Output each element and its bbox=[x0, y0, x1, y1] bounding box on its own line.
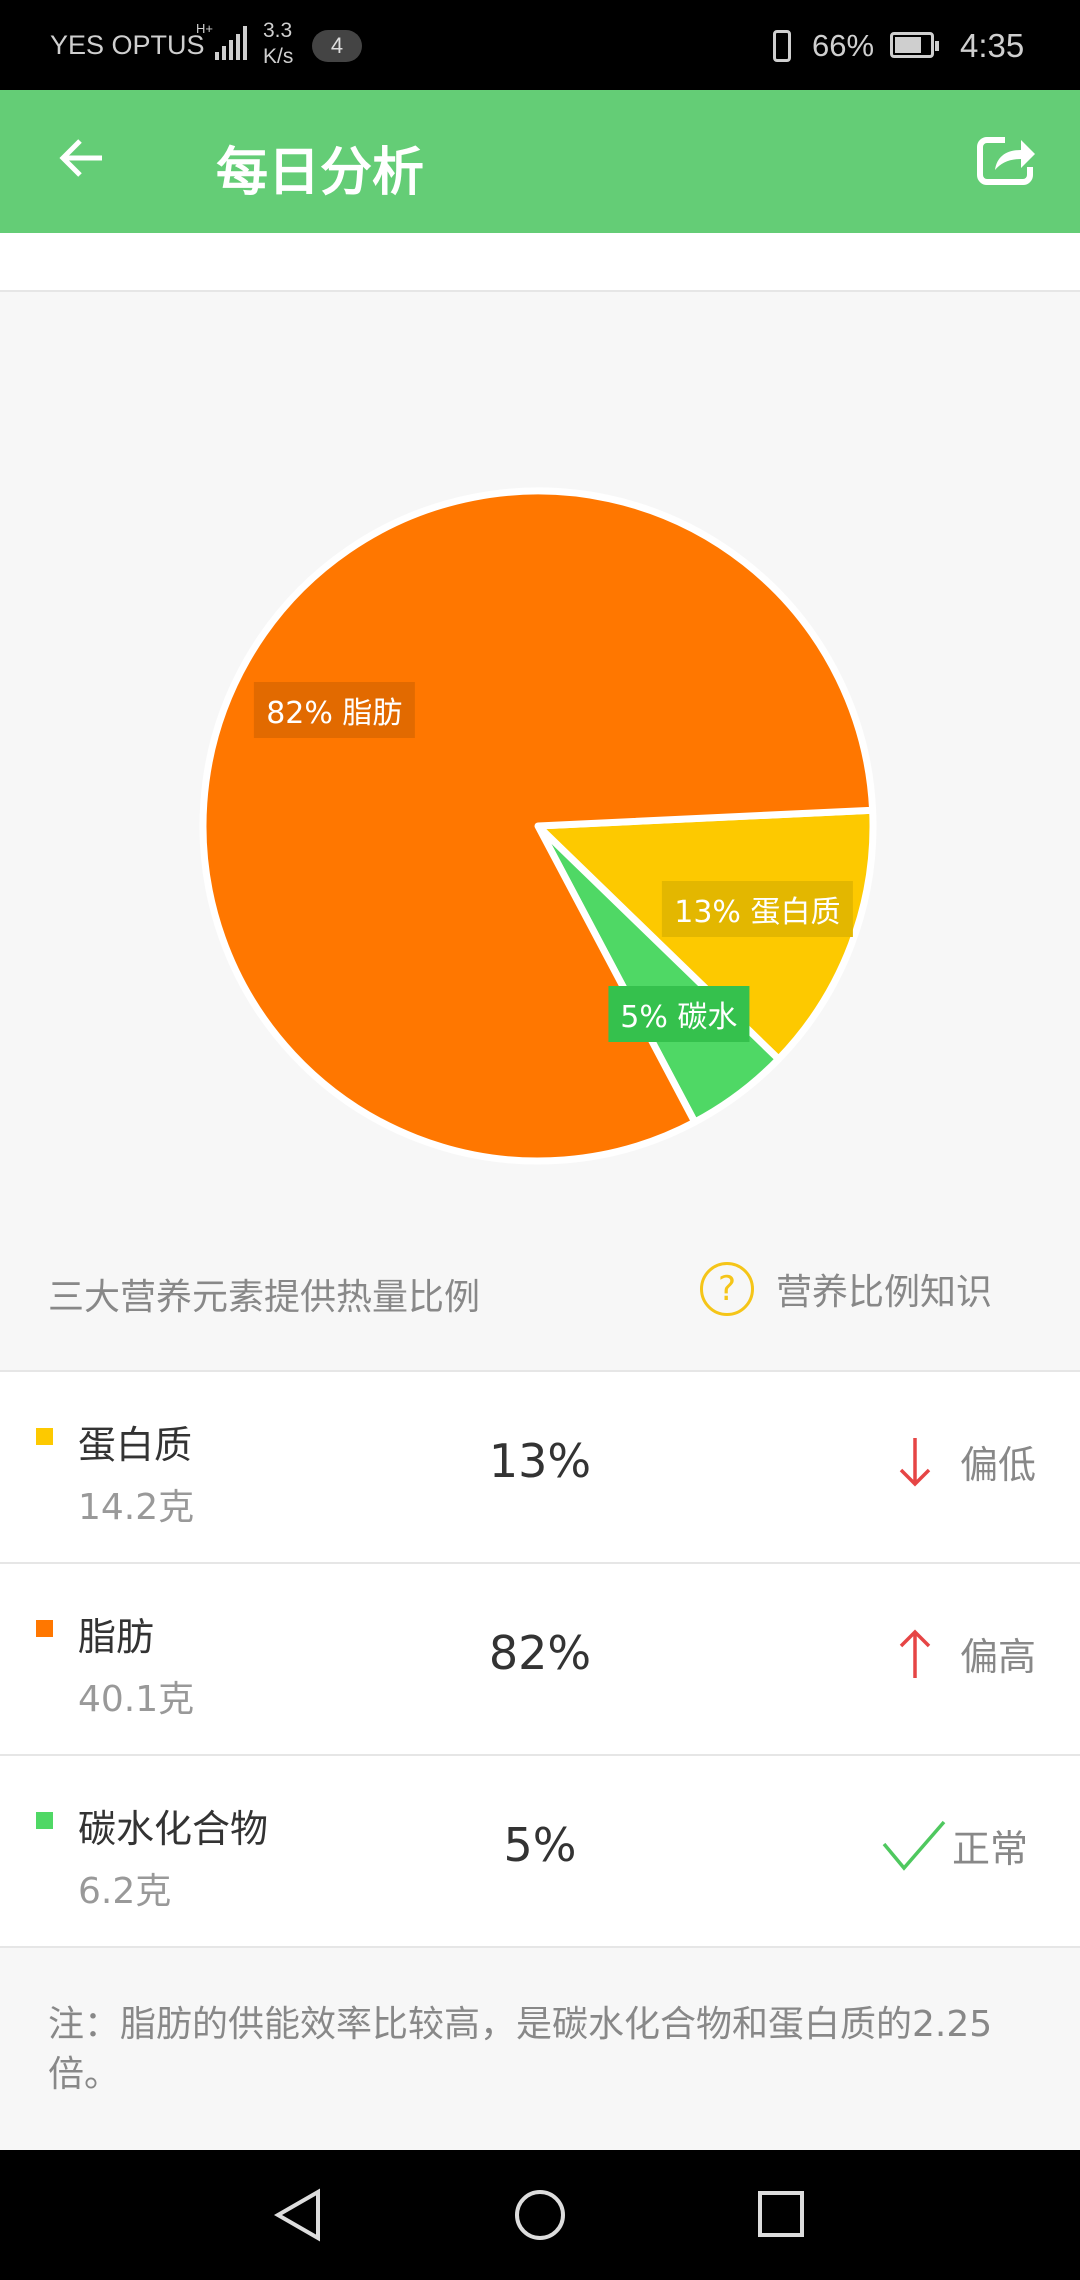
arrow-left-icon[interactable] bbox=[52, 128, 112, 188]
carrier-name: YES OPTUS bbox=[50, 30, 205, 60]
battery-percent: 66% bbox=[812, 28, 875, 63]
nutrient-grams: 6.2克 bbox=[78, 1871, 172, 1912]
nutrient-status: 偏高 bbox=[960, 1635, 1037, 1679]
arrow-down-icon bbox=[899, 1438, 931, 1487]
notification-badge: 4 bbox=[312, 30, 362, 62]
color-swatch bbox=[36, 1428, 53, 1445]
recents-nav-icon[interactable] bbox=[756, 2188, 806, 2242]
nutrient-status: 正常 bbox=[952, 1827, 1029, 1871]
status-bar: YES OPTUS H+ 3.3 K/s 4 66% 4:35 bbox=[0, 0, 1080, 90]
app-bar: 每日分析 bbox=[0, 90, 1080, 233]
nutrient-grams: 40.1克 bbox=[78, 1679, 195, 1720]
nutrient-row-fat: 脂肪 40.1克 82% 偏高 bbox=[0, 1564, 1080, 1756]
pie-chart: 13% 蛋白质 5% 碳水 82% 脂肪 bbox=[0, 292, 1080, 1232]
chart-caption: 三大营养元素提供热量比例 bbox=[48, 1277, 481, 1318]
nutrient-list: 蛋白质 14.2克 13% 偏低 脂肪 40.1克 82% 偏高 碳水化合物 6… bbox=[0, 1370, 1080, 1948]
pie-slice-label: 5% 碳水 bbox=[608, 985, 750, 1042]
battery-icon bbox=[890, 32, 939, 58]
color-swatch bbox=[36, 1620, 53, 1637]
question-icon: ? bbox=[700, 1262, 754, 1316]
color-swatch bbox=[36, 1812, 53, 1829]
page-title: 每日分析 bbox=[216, 143, 425, 203]
nutrient-row-carbs: 碳水化合物 6.2克 5% 正常 bbox=[0, 1756, 1080, 1948]
speed-unit: K/s bbox=[263, 45, 294, 68]
pie-slice-label: 82% 脂肪 bbox=[254, 681, 415, 738]
arrow-up-icon bbox=[899, 1629, 931, 1678]
nutrient-percent: 13% bbox=[488, 1434, 592, 1488]
nutrient-percent: 82% bbox=[488, 1626, 592, 1680]
top-spacer bbox=[0, 233, 1080, 292]
navigation-bar bbox=[0, 2150, 1080, 2280]
nutrient-percent: 5% bbox=[503, 1818, 577, 1872]
knowledge-link[interactable]: ? 营养比例知识 bbox=[700, 1262, 992, 1316]
vibrate-icon bbox=[773, 30, 791, 62]
nutrient-status: 偏低 bbox=[960, 1443, 1037, 1487]
pie-slice-2 bbox=[199, 487, 877, 1165]
nutrient-name: 蛋白质 bbox=[78, 1423, 193, 1467]
footnote: 注：脂肪的供能效率比较高，是碳水化合物和蛋白质的2.25倍。 bbox=[48, 2004, 993, 2095]
nutrient-name: 碳水化合物 bbox=[78, 1807, 269, 1851]
pie-slice-label: 13% 蛋白质 bbox=[662, 880, 853, 937]
nutrient-name: 脂肪 bbox=[78, 1615, 155, 1659]
home-nav-icon[interactable] bbox=[513, 2188, 567, 2242]
nutrient-grams: 14.2克 bbox=[78, 1487, 195, 1528]
check-icon bbox=[882, 1820, 946, 1871]
speed-value: 3.3 bbox=[263, 19, 293, 42]
nutrient-row-protein: 蛋白质 14.2克 13% 偏低 bbox=[0, 1372, 1080, 1564]
signal-icon bbox=[215, 24, 247, 60]
network-type: H+ bbox=[196, 21, 213, 36]
share-icon[interactable] bbox=[975, 132, 1037, 188]
knowledge-link-label: 营养比例知识 bbox=[776, 1272, 993, 1313]
clock: 4:35 bbox=[960, 27, 1025, 64]
network-speed: 3.3 K/s bbox=[263, 18, 293, 70]
pie-svg bbox=[199, 487, 877, 1165]
back-nav-icon[interactable] bbox=[272, 2188, 324, 2242]
